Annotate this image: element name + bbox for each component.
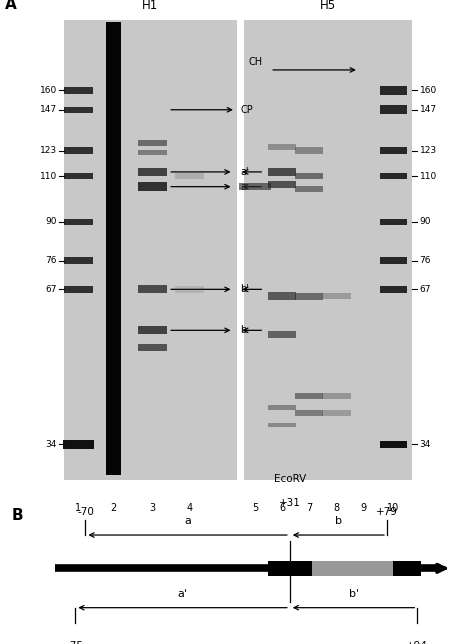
Bar [268, 331, 296, 338]
Text: H5: H5 [320, 0, 337, 12]
Bar [380, 86, 407, 95]
Bar [393, 561, 421, 576]
Text: b': b' [348, 589, 359, 599]
Bar [295, 147, 323, 154]
Text: 90: 90 [46, 218, 57, 227]
Bar [64, 106, 92, 113]
Bar [63, 440, 94, 449]
Bar [64, 219, 92, 225]
Text: 4: 4 [187, 502, 193, 513]
Text: 76: 76 [46, 256, 57, 265]
Text: B: B [12, 507, 24, 523]
Bar [138, 285, 167, 293]
Bar [380, 286, 407, 292]
Bar [380, 147, 407, 154]
Bar [295, 173, 323, 180]
Text: 160: 160 [40, 86, 57, 95]
Bar [138, 140, 167, 146]
Text: 34: 34 [46, 440, 57, 449]
Text: -70: -70 [77, 507, 94, 517]
Bar [268, 561, 312, 576]
Bar [312, 561, 393, 576]
Text: b': b' [241, 285, 249, 294]
Text: 5: 5 [252, 502, 258, 513]
Text: -75: -75 [67, 641, 84, 644]
Text: 160: 160 [419, 86, 437, 95]
Bar [106, 22, 121, 475]
Bar [322, 293, 351, 299]
Text: 147: 147 [40, 105, 57, 114]
Text: b: b [241, 325, 247, 336]
Text: +79: +79 [376, 507, 398, 517]
Bar [380, 219, 407, 225]
Bar [138, 182, 167, 191]
Bar [244, 20, 412, 480]
Bar [380, 106, 407, 114]
Text: 76: 76 [419, 256, 431, 265]
Text: 7: 7 [306, 502, 312, 513]
Bar [64, 173, 92, 179]
Text: 1: 1 [75, 502, 82, 513]
Bar [322, 410, 351, 416]
Text: 67: 67 [46, 285, 57, 294]
Bar [175, 173, 204, 179]
Bar [239, 184, 271, 190]
Text: b: b [335, 516, 342, 526]
Bar [380, 441, 407, 448]
Text: a: a [241, 182, 246, 192]
Bar [295, 292, 323, 300]
Bar [295, 393, 323, 399]
Bar [268, 404, 296, 410]
Bar [268, 144, 296, 150]
Text: 34: 34 [419, 440, 431, 449]
Text: 90: 90 [419, 218, 431, 227]
Text: +94: +94 [406, 641, 428, 644]
Text: 123: 123 [40, 146, 57, 155]
Text: 10: 10 [387, 502, 400, 513]
Text: 8: 8 [333, 502, 339, 513]
Text: +31: +31 [279, 498, 301, 507]
Text: 123: 123 [419, 146, 437, 155]
Bar [380, 173, 407, 179]
Bar [268, 168, 296, 176]
Text: H1: H1 [142, 0, 159, 12]
Text: 147: 147 [419, 105, 437, 114]
Text: 67: 67 [419, 285, 431, 294]
Text: CH: CH [249, 57, 263, 68]
Bar [322, 393, 351, 399]
Text: 6: 6 [279, 502, 285, 513]
Bar [138, 327, 167, 334]
Bar [138, 168, 167, 176]
Text: 2: 2 [110, 502, 117, 513]
Text: a: a [184, 516, 191, 526]
Bar [64, 147, 92, 154]
Text: 9: 9 [360, 502, 366, 513]
Text: CP: CP [241, 105, 253, 115]
Bar [64, 87, 92, 93]
Bar [295, 185, 323, 192]
Bar [268, 181, 296, 188]
Bar [64, 286, 92, 292]
Text: 110: 110 [40, 171, 57, 180]
Bar [268, 292, 296, 300]
Text: EcoRV: EcoRV [273, 473, 306, 484]
Bar [380, 258, 407, 264]
Bar [268, 422, 296, 428]
Text: A: A [5, 0, 17, 12]
Bar [138, 344, 167, 351]
Bar [295, 410, 323, 416]
Text: a': a' [241, 167, 249, 177]
Bar [64, 20, 237, 480]
Text: 110: 110 [419, 171, 437, 180]
Bar [138, 149, 167, 155]
Text: a': a' [178, 589, 188, 599]
Bar [64, 258, 92, 264]
Bar [175, 286, 204, 292]
Text: 3: 3 [149, 502, 155, 513]
